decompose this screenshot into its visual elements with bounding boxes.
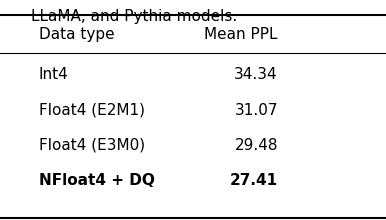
Text: Mean PPL: Mean PPL xyxy=(205,27,278,42)
Text: NFloat4 + DQ: NFloat4 + DQ xyxy=(39,173,154,188)
Text: 27.41: 27.41 xyxy=(230,173,278,188)
Text: 29.48: 29.48 xyxy=(234,138,278,153)
Text: Float4 (E2M1): Float4 (E2M1) xyxy=(39,103,145,117)
Text: Float4 (E3M0): Float4 (E3M0) xyxy=(39,138,145,153)
Text: LLaMA, and Pythia models.: LLaMA, and Pythia models. xyxy=(31,9,237,24)
Text: Int4: Int4 xyxy=(39,67,68,82)
Text: Data type: Data type xyxy=(39,27,114,42)
Text: 31.07: 31.07 xyxy=(234,103,278,117)
Text: 34.34: 34.34 xyxy=(234,67,278,82)
